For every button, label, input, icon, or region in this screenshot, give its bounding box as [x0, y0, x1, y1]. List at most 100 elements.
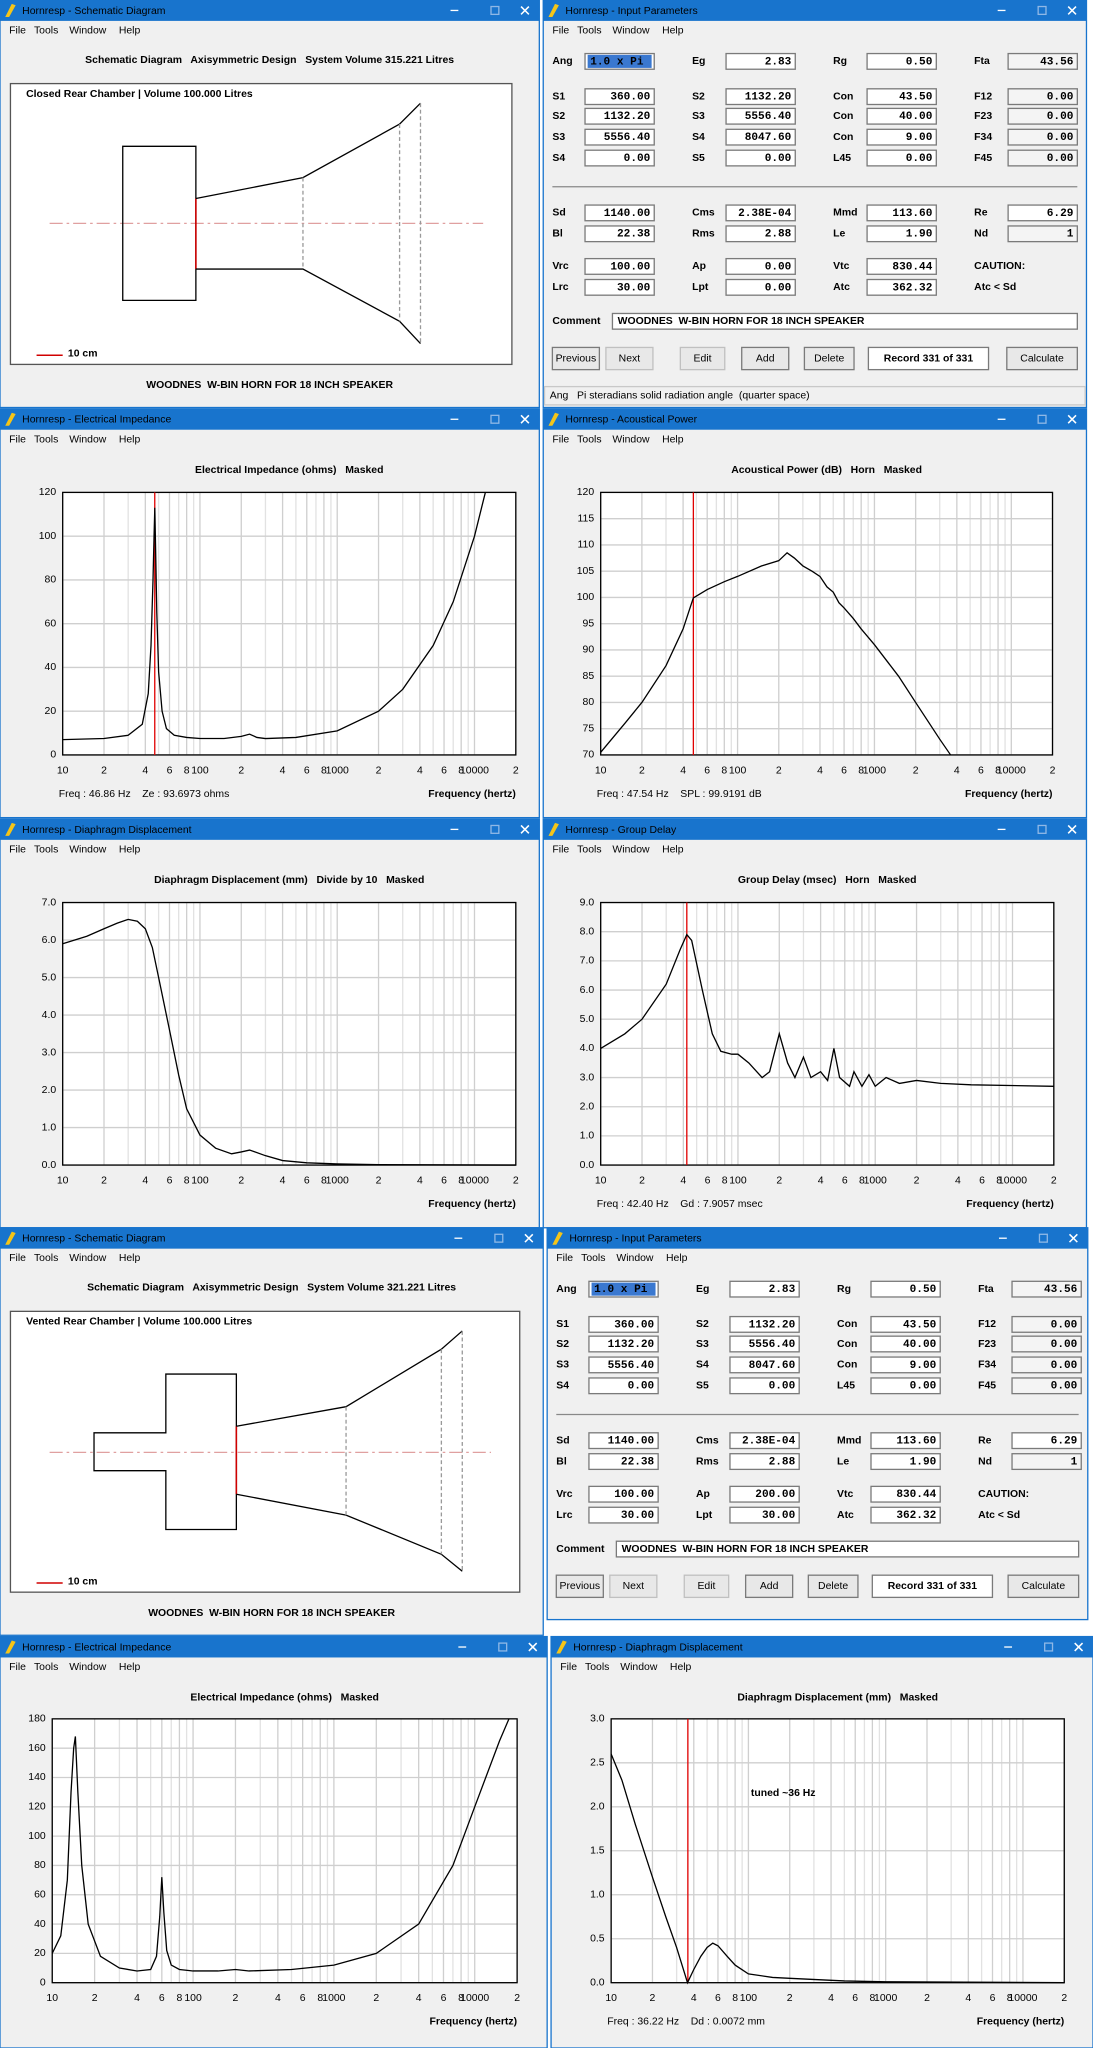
menu-item[interactable]: Tools	[577, 844, 601, 855]
parameter-field[interactable]	[588, 1315, 659, 1333]
button-label[interactable]: Calculate	[1020, 353, 1064, 364]
menu-item[interactable]: Tools	[34, 25, 58, 36]
menu-item[interactable]: Window	[612, 25, 650, 36]
parameter-field[interactable]	[1011, 1432, 1082, 1450]
parameter-field[interactable]	[1011, 1377, 1082, 1395]
parameter-field[interactable]	[729, 1506, 800, 1524]
comment-field[interactable]	[611, 312, 1078, 330]
maximize-button[interactable]	[490, 5, 500, 16]
parameter-field[interactable]	[1011, 1453, 1082, 1471]
parameter-field[interactable]	[870, 1485, 941, 1503]
maximize-button[interactable]	[1037, 5, 1047, 16]
parameter-field[interactable]	[1007, 204, 1078, 222]
menu-item[interactable]: Help	[119, 434, 141, 445]
button-label[interactable]: Previous	[556, 353, 597, 364]
parameter-field[interactable]	[729, 1335, 800, 1353]
parameter-field[interactable]	[588, 1485, 659, 1503]
parameter-field[interactable]	[588, 1432, 659, 1450]
close-button[interactable]	[524, 1233, 534, 1243]
menu-item[interactable]: Window	[69, 1662, 107, 1673]
menu-item[interactable]: File	[552, 434, 569, 445]
parameter-field[interactable]	[870, 1432, 941, 1450]
parameter-field[interactable]	[584, 278, 655, 296]
parameter-field[interactable]	[866, 88, 937, 106]
menu-item[interactable]: File	[9, 1253, 26, 1264]
parameter-field[interactable]	[725, 257, 796, 275]
parameter-field[interactable]	[729, 1453, 800, 1471]
parameter-field[interactable]	[725, 149, 796, 167]
parameter-field[interactable]	[584, 107, 655, 125]
menu-item[interactable]: Window	[69, 434, 107, 445]
parameter-field[interactable]	[1011, 1315, 1082, 1333]
menu-item[interactable]: Window	[612, 844, 650, 855]
button[interactable]	[803, 346, 855, 371]
parameter-field[interactable]	[584, 257, 655, 275]
maximize-button[interactable]	[498, 1642, 508, 1652]
button[interactable]	[1007, 1574, 1080, 1599]
button-label[interactable]: Delete	[814, 353, 844, 364]
parameter-field[interactable]	[866, 278, 937, 296]
menu-item[interactable]: Tools	[581, 1253, 605, 1264]
close-button[interactable]	[520, 5, 530, 15]
menu-item[interactable]: Help	[119, 25, 141, 36]
maximize-button[interactable]	[1038, 1233, 1048, 1243]
button-label[interactable]: Previous	[559, 1581, 600, 1592]
parameter-field[interactable]	[584, 225, 655, 243]
close-button[interactable]	[520, 824, 530, 834]
parameter-field[interactable]	[725, 278, 796, 296]
parameter-field[interactable]	[1007, 149, 1078, 167]
menu-item[interactable]: Help	[670, 1662, 692, 1673]
parameter-field[interactable]	[725, 225, 796, 243]
parameter-field[interactable]	[588, 1377, 659, 1395]
button-label[interactable]: Calculate	[1022, 1581, 1066, 1592]
menu-item[interactable]: Help	[119, 1662, 141, 1673]
parameter-field[interactable]	[870, 1356, 941, 1374]
menu-item[interactable]: Help	[119, 844, 141, 855]
close-button[interactable]	[1067, 5, 1077, 15]
parameter-field[interactable]	[588, 1453, 659, 1471]
parameter-field[interactable]	[588, 1356, 659, 1374]
menu-item[interactable]: Window	[69, 1253, 107, 1264]
menu-item[interactable]: File	[552, 25, 569, 36]
button[interactable]	[555, 1574, 604, 1599]
parameter-field[interactable]	[725, 88, 796, 106]
parameter-field[interactable]	[729, 1280, 800, 1298]
parameter-field[interactable]	[725, 204, 796, 222]
close-button[interactable]	[1074, 1642, 1084, 1652]
button-label[interactable]: Add	[760, 1581, 779, 1592]
menu-item[interactable]: File	[552, 844, 569, 855]
menu-item[interactable]: File	[9, 844, 26, 855]
menu-item[interactable]: Help	[662, 434, 684, 445]
parameter-field[interactable]	[870, 1377, 941, 1395]
button[interactable]	[744, 1574, 794, 1599]
menu-item[interactable]: Window	[69, 25, 107, 36]
parameter-field[interactable]	[866, 225, 937, 243]
parameter-field[interactable]	[1007, 225, 1078, 243]
close-button[interactable]	[1068, 1233, 1078, 1243]
menu-item[interactable]: File	[9, 25, 26, 36]
menu-item[interactable]: Tools	[34, 1253, 58, 1264]
menu-item[interactable]: File	[556, 1253, 573, 1264]
comment-field[interactable]	[615, 1540, 1080, 1558]
button[interactable]	[807, 1574, 859, 1599]
menu-item[interactable]: Help	[666, 1253, 688, 1264]
maximize-button[interactable]	[490, 414, 500, 424]
parameter-field[interactable]	[584, 204, 655, 222]
menu-item[interactable]: File	[9, 434, 26, 445]
button-label[interactable]: Add	[756, 353, 775, 364]
button[interactable]	[551, 346, 601, 371]
parameter-field[interactable]	[588, 1506, 659, 1524]
parameter-field[interactable]	[1007, 52, 1078, 70]
menu-item[interactable]: Help	[119, 1253, 141, 1264]
parameter-field[interactable]	[729, 1432, 800, 1450]
menu-item[interactable]: Tools	[577, 25, 601, 36]
parameter-field[interactable]	[870, 1280, 941, 1298]
menu-item[interactable]: Window	[69, 844, 107, 855]
parameter-field[interactable]	[866, 107, 937, 125]
parameter-field[interactable]	[870, 1506, 941, 1524]
parameter-field[interactable]	[1007, 128, 1078, 146]
parameter-field[interactable]	[729, 1377, 800, 1395]
menu-item[interactable]: Help	[662, 844, 684, 855]
parameter-field[interactable]	[866, 257, 937, 275]
parameter-field[interactable]	[866, 149, 937, 167]
